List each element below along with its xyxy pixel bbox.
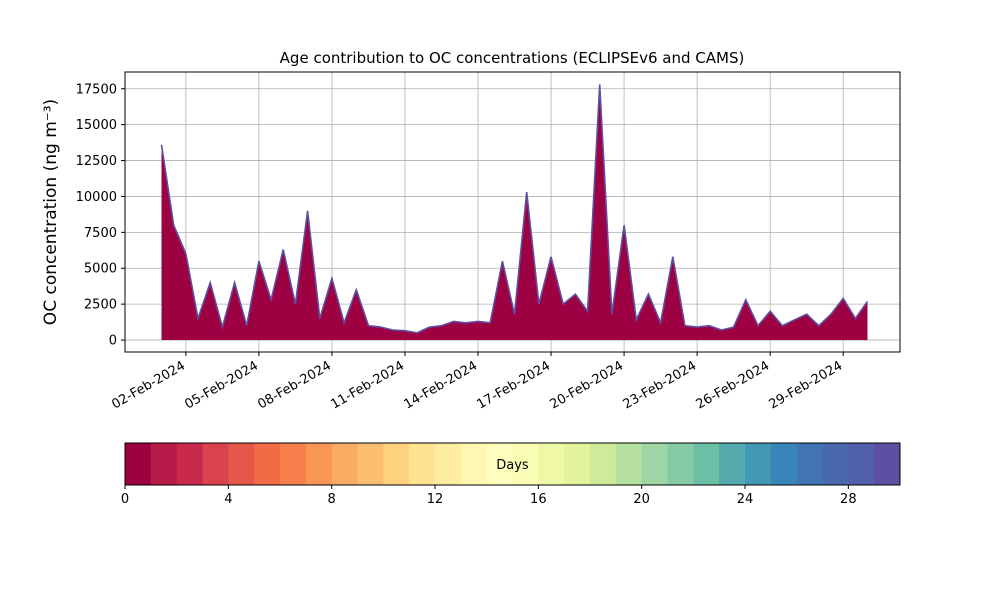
colorbar-tick-label: 0 xyxy=(121,492,129,507)
x-tick-label: 02-Feb-2024 xyxy=(109,358,188,412)
x-tick-label: 26-Feb-2024 xyxy=(694,358,773,412)
x-tick-label: 08-Feb-2024 xyxy=(255,358,334,412)
area xyxy=(161,84,868,341)
y-tick-label: 2500 xyxy=(84,298,117,313)
colorbar-tick-label: 24 xyxy=(737,492,754,507)
y-tick-label: 10000 xyxy=(76,190,117,205)
colorbar-swatch xyxy=(693,443,720,485)
colorbar-swatch xyxy=(874,443,901,485)
y-tick-label: 17500 xyxy=(76,82,117,97)
colorbar-frame xyxy=(124,442,901,486)
colorbar-swatch xyxy=(150,443,178,485)
colorbar-swatch xyxy=(615,443,643,485)
x-tick-label: 17-Feb-2024 xyxy=(475,358,554,412)
x-tick-label: 05-Feb-2024 xyxy=(182,358,261,412)
colorbar-tick-label: 12 xyxy=(427,492,444,507)
colorbar-swatch xyxy=(538,443,565,485)
colorbar-swatch xyxy=(512,443,539,485)
colorbar-swatch xyxy=(848,443,875,485)
colorbar-swatch xyxy=(383,443,410,485)
y-tick-label: 7500 xyxy=(84,226,117,241)
y-tick-label: 5000 xyxy=(84,262,117,277)
colorbar-swatch xyxy=(822,443,849,485)
colorbar-swatch xyxy=(435,443,462,485)
colorbar-swatch xyxy=(331,443,358,485)
colorbar-tick-label: 20 xyxy=(633,492,650,507)
colorbar-tick-label: 8 xyxy=(328,492,336,507)
x-tick-label: 23-Feb-2024 xyxy=(621,358,700,412)
colorbar-tick-label: 16 xyxy=(530,492,547,507)
colorbar-swatch xyxy=(745,443,772,485)
colorbar-swatch xyxy=(202,443,229,485)
y-tick-label: 12500 xyxy=(76,154,117,169)
colorbar-swatch xyxy=(590,443,617,485)
colorbar-swatch xyxy=(564,443,591,485)
colorbar-tick-label: 28 xyxy=(840,492,857,507)
colorbar-swatch xyxy=(254,443,281,485)
y-axis-label: OC concentration (ng m⁻³) xyxy=(41,99,61,325)
colorbar-swatch xyxy=(460,443,488,485)
colorbar-swatch xyxy=(770,443,798,485)
colorbar-swatch xyxy=(409,443,436,485)
x-tick-label: 29-Feb-2024 xyxy=(767,358,846,412)
colorbar-swatch xyxy=(176,443,203,485)
chart-title: Age contribution to OC concentrations (E… xyxy=(280,49,745,67)
colorbar-swatch xyxy=(357,443,384,485)
colorbar-tick-label: 4 xyxy=(224,492,232,507)
colorbar-swatch xyxy=(796,443,823,485)
plot-frame xyxy=(124,71,901,353)
colorbar-label: Days xyxy=(496,458,529,473)
colorbar-swatch xyxy=(305,443,333,485)
y-tick-label: 0 xyxy=(109,334,117,349)
colorbar-swatch xyxy=(228,443,255,485)
colorbar-swatch xyxy=(641,443,668,485)
x-tick-label: 14-Feb-2024 xyxy=(401,358,480,412)
x-tick-label: 11-Feb-2024 xyxy=(328,358,407,412)
colorbar-swatch xyxy=(486,443,513,485)
y-tick-label: 15000 xyxy=(76,118,117,133)
colorbar-swatch xyxy=(280,443,307,485)
colorbar-swatch xyxy=(667,443,694,485)
x-tick-label: 20-Feb-2024 xyxy=(548,358,627,412)
area-edge xyxy=(160,84,869,334)
colorbar-swatch xyxy=(719,443,746,485)
colorbar-swatch xyxy=(125,443,152,485)
